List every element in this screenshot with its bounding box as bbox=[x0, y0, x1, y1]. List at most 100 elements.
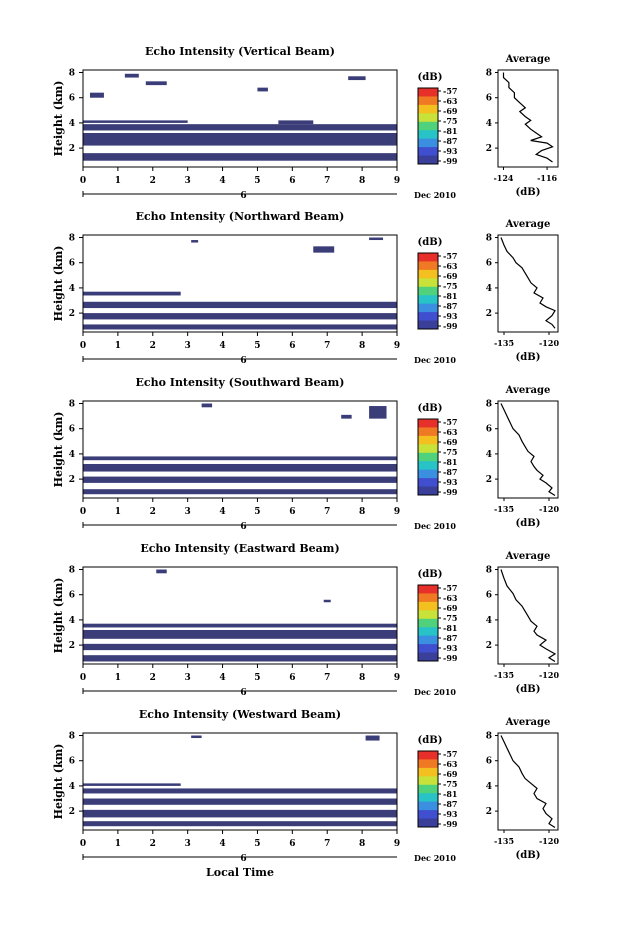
colorbar-tick-label: -63 bbox=[443, 759, 458, 769]
echo-band bbox=[83, 463, 397, 472]
echo-band bbox=[191, 240, 199, 243]
x-tick-label: 7 bbox=[324, 673, 330, 683]
colorbar-tick-label: -63 bbox=[443, 261, 458, 271]
date-label: Dec 2010 bbox=[414, 355, 456, 365]
y-tick-label: 2 bbox=[69, 475, 75, 485]
y-tick-label: 4 bbox=[69, 616, 75, 626]
colorbar-segment bbox=[418, 96, 438, 106]
x-tick-label: 2 bbox=[150, 673, 156, 683]
colorbar-segment bbox=[418, 767, 438, 777]
avg-unit: (dB) bbox=[516, 684, 541, 695]
avg-title: Average bbox=[505, 219, 551, 230]
x-tick-label: 6 bbox=[289, 507, 295, 517]
avg-x-tick-label: -120 bbox=[539, 504, 559, 514]
x-tick-label: 3 bbox=[185, 507, 191, 517]
echo-band bbox=[257, 87, 268, 92]
avg-y-tick-label: 4 bbox=[486, 616, 492, 626]
echo-band bbox=[83, 643, 397, 651]
day-label: 6 bbox=[240, 522, 246, 532]
echo-band bbox=[83, 809, 397, 818]
colorbar-tick-label: -57 bbox=[443, 86, 457, 96]
echo-band bbox=[201, 403, 213, 408]
xlabel: Local Time bbox=[206, 866, 274, 879]
colorbar-frame bbox=[417, 418, 439, 496]
x-tick-label: 9 bbox=[394, 507, 400, 517]
colorbar-tick-label: -81 bbox=[443, 291, 457, 301]
echo-band bbox=[83, 655, 397, 662]
avg-y-tick-label: 6 bbox=[486, 591, 492, 601]
colorbar-segment bbox=[418, 585, 438, 594]
colorbar-tick-label: -81 bbox=[443, 623, 457, 633]
colorbar-segment bbox=[418, 776, 438, 786]
echo-band bbox=[83, 788, 397, 794]
plot-frame bbox=[82, 732, 398, 831]
colorbar-tick-label: -93 bbox=[443, 146, 458, 156]
avg-frame bbox=[497, 400, 559, 499]
colorbar-segment bbox=[418, 627, 438, 637]
avg-title: Average bbox=[505, 717, 551, 728]
y-tick-label: 2 bbox=[69, 309, 75, 319]
avg-unit: (dB) bbox=[516, 187, 541, 198]
echo-band bbox=[83, 153, 397, 161]
echo-band bbox=[348, 76, 366, 81]
avg-profile-line bbox=[500, 569, 557, 663]
colorbar-segment bbox=[418, 419, 438, 428]
x-tick-label: 8 bbox=[359, 341, 365, 351]
x-tick-label: 2 bbox=[150, 839, 156, 849]
avg-profile-line bbox=[500, 403, 556, 497]
colorbar-segment bbox=[418, 593, 438, 603]
colorbar-tick-label: -81 bbox=[443, 457, 457, 467]
y-tick-label: 8 bbox=[69, 566, 75, 576]
y-tick-label: 4 bbox=[69, 284, 75, 294]
avg-frame bbox=[497, 566, 559, 665]
colorbar-frame bbox=[417, 584, 439, 662]
date-label: Dec 2010 bbox=[414, 853, 456, 863]
x-tick-label: 5 bbox=[254, 341, 260, 351]
avg-x-tick-label: -116 bbox=[537, 173, 557, 183]
avg-x-tick-label: -120 bbox=[539, 338, 559, 348]
colorbar-frame bbox=[417, 252, 439, 330]
colorbar-segment bbox=[418, 104, 438, 114]
echo-band bbox=[83, 124, 397, 131]
x-tick-label: 5 bbox=[254, 673, 260, 683]
echo-band bbox=[89, 92, 104, 98]
colorbar-tick-label: -75 bbox=[443, 613, 457, 623]
plot-frame bbox=[82, 69, 398, 168]
colorbar-segment bbox=[418, 155, 438, 165]
x-tick-label: 4 bbox=[219, 176, 225, 186]
colorbar-segment bbox=[418, 486, 438, 496]
colorbar-segment bbox=[418, 652, 438, 662]
avg-y-tick-label: 6 bbox=[486, 94, 492, 104]
x-tick-label: 7 bbox=[324, 341, 330, 351]
colorbar-segment bbox=[418, 478, 438, 488]
colorbar-unit: (dB) bbox=[418, 735, 443, 746]
panel-title: Echo Intensity (Westward Beam) bbox=[139, 708, 341, 721]
y-tick-label: 8 bbox=[69, 400, 75, 410]
echo-band bbox=[323, 599, 331, 603]
y-axis-label: Height (km) bbox=[52, 744, 65, 820]
colorbar-segment bbox=[418, 253, 438, 262]
y-tick-label: 6 bbox=[69, 94, 75, 104]
colorbar-tick-label: -75 bbox=[443, 779, 457, 789]
echo-band bbox=[83, 798, 397, 805]
echo-band bbox=[313, 246, 335, 253]
x-tick-label: 1 bbox=[115, 507, 121, 517]
day-label: 6 bbox=[240, 854, 246, 864]
echo-band bbox=[83, 120, 188, 123]
x-tick-label: 9 bbox=[394, 673, 400, 683]
x-tick-label: 8 bbox=[359, 176, 365, 186]
echo-band bbox=[156, 569, 167, 574]
colorbar-tick-label: -87 bbox=[443, 467, 457, 477]
avg-profile-line bbox=[500, 735, 556, 829]
echo-band bbox=[124, 73, 139, 78]
plot-frame bbox=[82, 234, 398, 333]
colorbar-tick-label: -99 bbox=[443, 653, 458, 663]
colorbar-unit: (dB) bbox=[418, 237, 443, 248]
x-tick-label: 0 bbox=[80, 839, 86, 849]
x-tick-label: 8 bbox=[359, 507, 365, 517]
x-tick-label: 2 bbox=[150, 507, 156, 517]
date-label: Dec 2010 bbox=[414, 521, 456, 531]
colorbar-tick-label: -87 bbox=[443, 301, 457, 311]
x-tick-label: 8 bbox=[359, 839, 365, 849]
day-label: 6 bbox=[240, 688, 246, 698]
